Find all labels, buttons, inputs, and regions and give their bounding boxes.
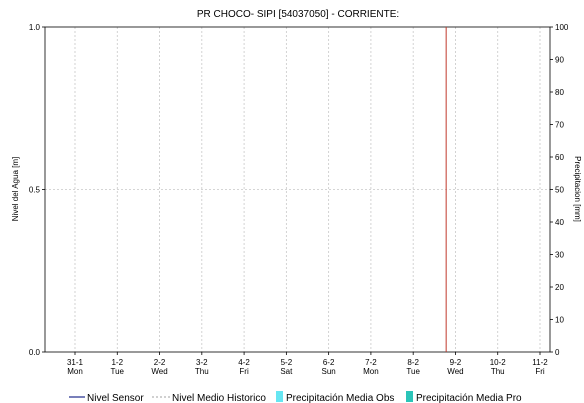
x-tick-day: Tue [406, 367, 420, 376]
grid [45, 27, 550, 352]
legend-label-precip-pro: Precipitación Media Pro [416, 393, 522, 403]
x-tick-date: 4-2 [238, 358, 250, 367]
y-right-tick-label: 10 [555, 316, 564, 325]
y-right-tick-label: 90 [555, 56, 564, 65]
y-right-tick-label: 0 [555, 348, 560, 357]
right-axis-label: Precipitacion [mm] [573, 156, 582, 222]
x-tick-day: Thu [491, 367, 505, 376]
x-tick-date: 2-2 [154, 358, 166, 367]
x-tick-day: Mon [363, 367, 379, 376]
x-axis: 31-1Mon1-2Tue2-2Wed3-2Thu4-2Fri5-2Sat6-2… [67, 352, 548, 376]
y-left-tick-label: 0.0 [29, 348, 41, 357]
y-right-tick-label: 70 [555, 121, 564, 130]
legend-swatch-precip-obs [276, 391, 283, 402]
chart-title: PR CHOCO- SIPI [54037050] - CORRIENTE: [197, 9, 399, 20]
y-right-tick-label: 30 [555, 251, 564, 260]
left-axis-label: Nivel del Agua [m] [11, 157, 20, 221]
legend-swatch-precip-pro [406, 391, 413, 402]
legend-label-precip-obs: Precipitación Media Obs [286, 393, 394, 403]
x-tick-date: 7-2 [365, 358, 377, 367]
x-tick-date: 11-2 [532, 358, 548, 367]
legend-label-nivel-sensor: Nivel Sensor [87, 393, 144, 403]
y-left-tick-label: 1.0 [29, 23, 41, 32]
x-tick-day: Sun [322, 367, 336, 376]
right-y-axis: 0 10 20 30 40 50 60 70 80 90 100 [550, 23, 569, 357]
x-tick-date: 31-1 [67, 358, 84, 367]
left-y-axis: 0.0 0.5 1.0 [29, 23, 45, 357]
y-left-tick-label: 0.5 [29, 186, 41, 195]
x-tick-day: Fri [535, 367, 545, 376]
y-right-tick-label: 100 [555, 23, 569, 32]
x-tick-day: Mon [67, 367, 83, 376]
legend-label-nivel-medio: Nivel Medio Historico [172, 393, 266, 403]
x-tick-date: 8-2 [407, 358, 419, 367]
x-tick-date: 6-2 [323, 358, 335, 367]
x-tick-day: Wed [151, 367, 167, 376]
x-tick-date: 10-2 [490, 358, 507, 367]
legend: Nivel Sensor Nivel Medio Historico Preci… [69, 391, 522, 403]
x-tick-date: 5-2 [281, 358, 293, 367]
y-right-tick-label: 60 [555, 153, 564, 162]
x-tick-day: Fri [239, 367, 249, 376]
y-right-tick-label: 50 [555, 186, 564, 195]
x-tick-day: Tue [111, 367, 125, 376]
y-right-tick-label: 20 [555, 283, 564, 292]
x-tick-day: Thu [195, 367, 209, 376]
x-tick-day: Wed [447, 367, 463, 376]
x-tick-day: Sat [280, 367, 293, 376]
x-tick-date: 3-2 [196, 358, 208, 367]
y-right-tick-label: 80 [555, 88, 564, 97]
y-right-tick-label: 40 [555, 218, 564, 227]
x-tick-date: 1-2 [111, 358, 123, 367]
x-tick-date: 9-2 [450, 358, 462, 367]
